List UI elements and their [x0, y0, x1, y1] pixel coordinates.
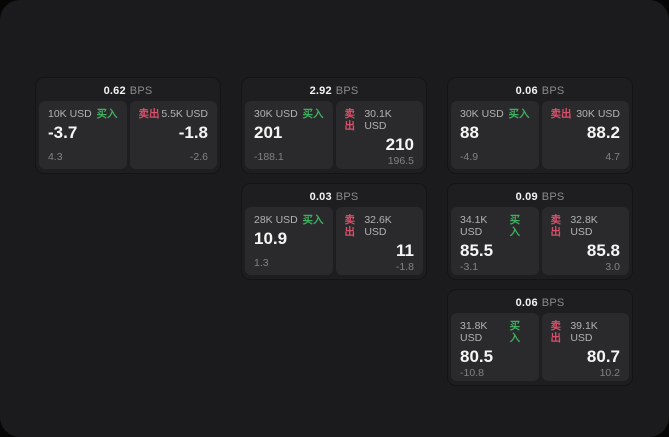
spread-unit: BPS [335, 191, 359, 203]
sell-size-label: 30.1K USD [364, 108, 392, 132]
buy-delta: 1.3 [254, 257, 269, 269]
quote-card: 0.06 BPS 31.8K USD 买入 80.5 -10.8 卖出 39.1… [448, 290, 632, 385]
buy-price: 80.5 [460, 347, 494, 366]
buy-tag: 买入 [508, 108, 530, 120]
buy-tile[interactable]: 31.8K USD 买入 80.5 -10.8 [451, 313, 539, 381]
buy-size-label: 30K USD [460, 108, 504, 120]
sell-delta: 4.7 [605, 151, 620, 163]
sell-delta: 196.5 [387, 155, 414, 167]
buy-tile[interactable]: 28K USD 买入 10.9 1.3 [245, 207, 333, 275]
buy-size-label: 31.8K USD [460, 320, 488, 344]
spread-header: 0.03 BPS [245, 187, 423, 207]
spread-unit: BPS [335, 85, 359, 97]
buy-delta: -4.9 [460, 151, 479, 163]
sell-size-label: 30K USD [576, 108, 620, 120]
sell-size-label: 39.1K USD [570, 320, 598, 344]
buy-tile[interactable]: 30K USD 买入 201 -188.1 [245, 101, 333, 169]
buy-price: -3.7 [48, 123, 78, 142]
sell-price: -1.8 [178, 123, 208, 142]
sell-delta: 10.2 [599, 367, 620, 379]
sell-price: 80.7 [586, 347, 620, 366]
sell-tag: 卖出 [550, 214, 562, 238]
buy-size-label: 30K USD [254, 108, 298, 120]
sell-size-label: 5.5K USD [161, 108, 208, 120]
sell-delta: -1.8 [395, 261, 414, 273]
sell-price: 85.8 [586, 241, 620, 260]
sell-tile[interactable]: 卖出 32.6K USD 11 -1.8 [335, 207, 423, 275]
sell-size-label: 32.6K USD [364, 214, 392, 238]
buy-tag: 买入 [96, 108, 118, 120]
buy-price: 10.9 [254, 229, 288, 248]
buy-tile[interactable]: 10K USD 买入 -3.7 4.3 [39, 101, 127, 169]
spread-header: 0.06 BPS [451, 293, 629, 313]
spread-header: 2.92 BPS [245, 81, 423, 101]
buy-delta: -3.1 [460, 261, 479, 273]
spread-unit: BPS [541, 85, 565, 97]
buy-price: 201 [254, 123, 283, 142]
sell-tile[interactable]: 卖出 39.1K USD 80.7 10.2 [541, 313, 629, 381]
buy-tag: 买入 [302, 108, 324, 120]
buy-price: 88 [460, 123, 479, 142]
quote-card: 0.06 BPS 30K USD 买入 88 -4.9 卖出 30K USD [448, 78, 632, 173]
spread-value: 2.92 [309, 85, 332, 97]
quote-card: 2.92 BPS 30K USD 买入 201 -188.1 卖出 30.1K … [242, 78, 426, 173]
spread-value: 0.06 [515, 85, 538, 97]
buy-tag: 买入 [509, 320, 521, 344]
sell-size-label: 32.8K USD [570, 214, 598, 238]
sell-tag: 卖出 [550, 108, 572, 120]
quote-card: 0.03 BPS 28K USD 买入 10.9 1.3 卖出 32.6K US… [242, 184, 426, 279]
buy-tag: 买入 [509, 214, 521, 238]
buy-delta: 4.3 [48, 151, 63, 163]
sell-price: 210 [385, 135, 414, 154]
sell-delta: -2.6 [189, 151, 208, 163]
buy-size-label: 28K USD [254, 214, 298, 226]
buy-delta: -10.8 [460, 367, 484, 379]
sell-tag: 卖出 [344, 108, 356, 132]
buy-tile[interactable]: 34.1K USD 买入 85.5 -3.1 [451, 207, 539, 275]
sell-delta: 3.0 [605, 261, 620, 273]
sell-tag: 卖出 [550, 320, 562, 344]
spread-unit: BPS [541, 297, 565, 309]
sell-price: 88.2 [586, 123, 620, 142]
buy-size-label: 34.1K USD [460, 214, 488, 238]
sell-tile[interactable]: 卖出 30.1K USD 210 196.5 [335, 101, 423, 169]
spread-value: 0.03 [309, 191, 332, 203]
spread-header: 0.09 BPS [451, 187, 629, 207]
quote-card: 0.09 BPS 34.1K USD 买入 85.5 -3.1 卖出 32.8K… [448, 184, 632, 279]
spread-header: 0.62 BPS [39, 81, 217, 101]
sell-tile[interactable]: 卖出 32.8K USD 85.8 3.0 [541, 207, 629, 275]
buy-size-label: 10K USD [48, 108, 92, 120]
spread-value: 0.09 [515, 191, 538, 203]
buy-tile[interactable]: 30K USD 买入 88 -4.9 [451, 101, 539, 169]
buy-price: 85.5 [460, 241, 494, 260]
spread-value: 0.06 [515, 297, 538, 309]
spread-header: 0.06 BPS [451, 81, 629, 101]
buy-delta: -188.1 [254, 151, 284, 163]
sell-price: 11 [396, 241, 414, 260]
spread-unit: BPS [129, 85, 153, 97]
quote-card: 0.62 BPS 10K USD 买入 -3.7 4.3 卖出 5.5K USD [36, 78, 220, 173]
sell-tile[interactable]: 卖出 5.5K USD -1.8 -2.6 [129, 101, 217, 169]
spread-unit: BPS [541, 191, 565, 203]
spread-value: 0.62 [103, 85, 126, 97]
buy-tag: 买入 [302, 214, 324, 226]
sell-tag: 卖出 [138, 108, 160, 120]
sell-tag: 卖出 [344, 214, 356, 238]
sell-tile[interactable]: 卖出 30K USD 88.2 4.7 [541, 101, 629, 169]
